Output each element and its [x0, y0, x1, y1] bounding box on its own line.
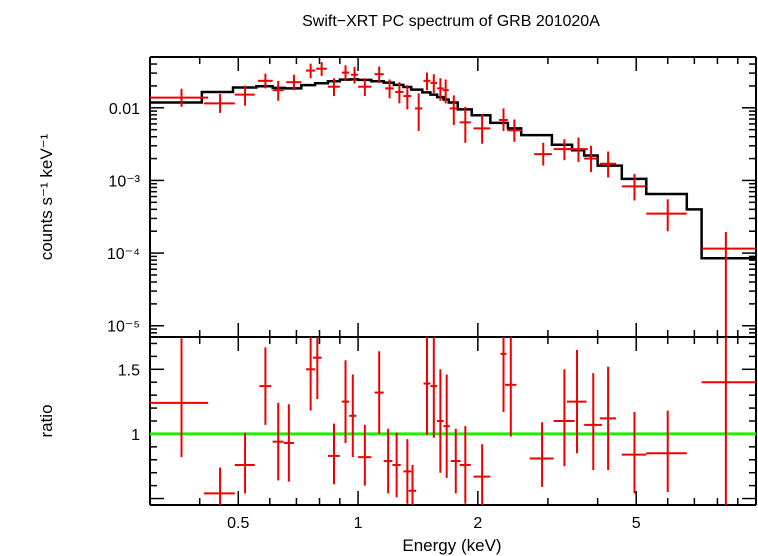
- ratio-point: [599, 366, 617, 471]
- spectrum-point: [498, 108, 508, 131]
- spectrum-point: [385, 79, 394, 99]
- y-tick-label: 10⁻³: [108, 173, 140, 190]
- ratio-point: [341, 360, 350, 443]
- ratio-point: [259, 347, 272, 425]
- spectrum-point: [351, 66, 359, 84]
- spectrum-data-points: [150, 62, 756, 337]
- spectrum-point: [442, 79, 449, 104]
- ratio-ticks: [149, 337, 757, 505]
- ratio-point: [500, 337, 507, 412]
- spectrum-point: [584, 145, 598, 173]
- spectrum-point: [327, 78, 340, 97]
- spectrum-point: [449, 95, 458, 125]
- ratio-y-tick-label: 1.5: [118, 362, 140, 379]
- spectrum-point: [272, 80, 284, 101]
- y-tick-label: 10⁻⁴: [107, 246, 140, 263]
- chart-title: Swift−XRT PC spectrum of GRB 201020A: [302, 13, 600, 30]
- ratio-point: [437, 369, 444, 473]
- spectrum-point: [374, 66, 384, 83]
- ratio-point: [306, 337, 316, 411]
- spectrum-panel: 0.01 10⁻³ 10⁻⁴ 10⁻⁵: [107, 56, 757, 338]
- ratio-point: [283, 404, 294, 482]
- ratio-point: [374, 351, 384, 434]
- ratio-point: [567, 349, 587, 454]
- ratio-point: [450, 428, 461, 494]
- spectrum-point: [286, 74, 302, 91]
- model-step-line: [150, 78, 756, 260]
- ratio-point: [203, 467, 235, 505]
- spectrum-point: [257, 73, 273, 89]
- ratio-y-tick-labels: 1.51: [118, 362, 140, 444]
- ratio-data-points: [150, 337, 756, 505]
- spectrum-model: [150, 78, 756, 260]
- ratio-point: [553, 369, 575, 467]
- spectrum-y-axis-label: counts s⁻¹ keV⁻¹: [37, 133, 56, 260]
- ratio-y-axis-label: ratio: [37, 404, 56, 437]
- ratio-point: [443, 374, 450, 478]
- spectrum-point: [473, 114, 491, 144]
- ratio-point: [646, 410, 687, 493]
- ratio-point: [459, 426, 471, 504]
- ratio-point: [473, 444, 491, 505]
- spectrum-point: [599, 151, 617, 178]
- y-tick-label: 0.01: [109, 101, 140, 118]
- ratio-point: [584, 373, 602, 471]
- ratio-point: [358, 424, 372, 486]
- ratio-panel: 1.51 0.5 1 2 5: [118, 337, 757, 532]
- ratio-point: [621, 411, 647, 494]
- x-tick-label: 0.5: [227, 515, 249, 532]
- ratio-point: [403, 439, 412, 504]
- x-tick-labels: 0.5 1 2 5: [227, 515, 641, 532]
- spectrum-point: [621, 173, 647, 201]
- x-tick-label: 1: [354, 515, 363, 532]
- spectrum-point: [150, 88, 209, 107]
- spectrum-point: [403, 85, 412, 110]
- x-tick-label: 2: [473, 515, 482, 532]
- spectrum-point: [534, 142, 552, 166]
- spectrum-point: [414, 93, 423, 131]
- spectrum-point: [568, 137, 588, 162]
- spectrum-point: [507, 119, 522, 142]
- ratio-point: [504, 337, 517, 437]
- spectrum-point: [437, 78, 444, 101]
- ratio-point: [392, 432, 401, 498]
- spectrum-point: [234, 85, 255, 106]
- ratio-point: [150, 338, 209, 458]
- ratio-point: [349, 374, 357, 458]
- spectrum-point: [646, 199, 687, 232]
- x-tick-label: 5: [632, 515, 641, 532]
- ratio-point: [312, 337, 322, 400]
- spectrum-point: [316, 62, 327, 76]
- ratio-point: [234, 432, 255, 494]
- spectrum-point: [701, 232, 756, 337]
- ratio-point: [272, 402, 284, 481]
- ratio-point: [430, 337, 438, 438]
- ratio-point: [327, 423, 340, 485]
- spectrum-point: [306, 63, 316, 79]
- x-axis-label: Energy (keV): [402, 536, 501, 555]
- spectrum-point: [203, 93, 235, 113]
- y-tick-label: 10⁻⁵: [107, 319, 140, 336]
- spectrum-point: [395, 82, 404, 104]
- ratio-point: [383, 428, 393, 494]
- spectrum-point: [341, 65, 350, 81]
- ratio-point: [423, 337, 431, 436]
- ratio-point: [701, 337, 756, 505]
- spectrum-point: [459, 106, 471, 143]
- ratio-point: [408, 464, 417, 505]
- spectrum-point: [430, 74, 438, 93]
- ratio-point: [529, 422, 554, 487]
- spectrum-point: [358, 78, 372, 97]
- spectrum-y-tick-labels: 0.01 10⁻³ 10⁻⁴ 10⁻⁵: [107, 101, 141, 336]
- spectrum-point: [423, 72, 431, 91]
- ratio-y-tick-label: 1: [131, 427, 140, 444]
